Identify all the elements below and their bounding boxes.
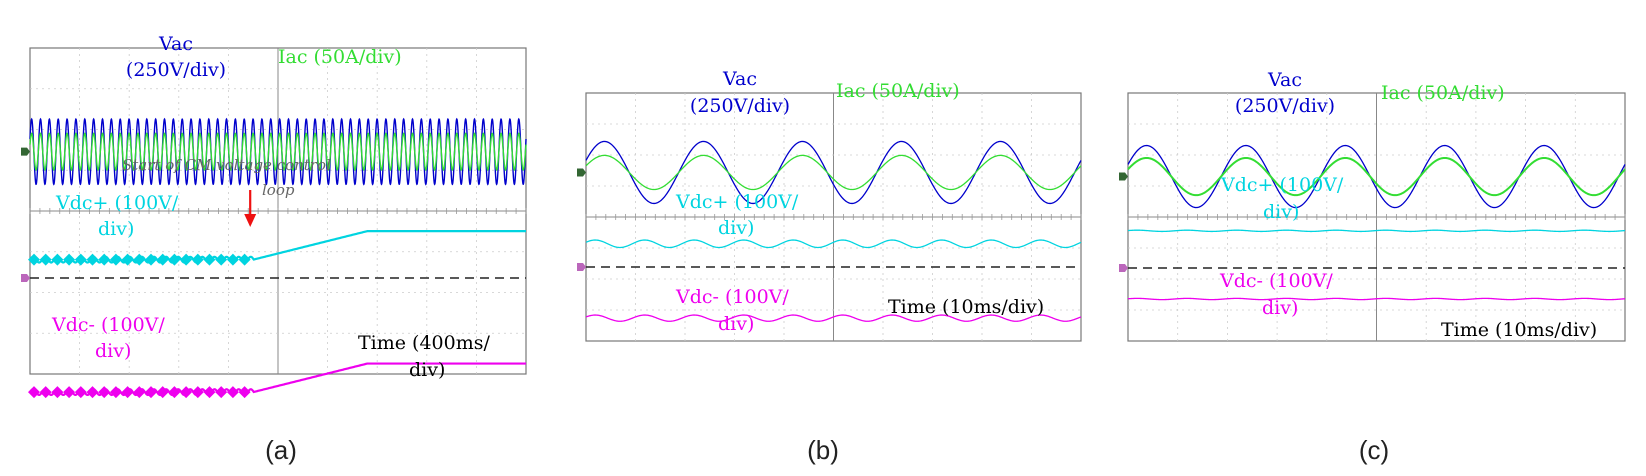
annotation-text-line2: loop bbox=[262, 181, 295, 199]
scope-panel-2: Vac (250V/div) Iac (50A/div) Vdc+ (100V/div… bbox=[577, 68, 1082, 342]
waveform-iac bbox=[585, 154, 1082, 191]
waveform-vdc-minusplus bbox=[1127, 229, 1626, 233]
channel-label: Vdc+ (100V/ bbox=[55, 192, 179, 214]
panel-caption: (c) bbox=[1359, 435, 1389, 465]
waveform-bead bbox=[203, 253, 216, 266]
waveform-bead bbox=[109, 253, 122, 266]
channel-label: Vdc+ (100V/ bbox=[675, 191, 799, 213]
waveform-bead bbox=[51, 386, 64, 399]
channel-marker bbox=[577, 263, 586, 271]
waveform-bead bbox=[86, 386, 99, 399]
channel-label-line2: (250V/div) bbox=[690, 95, 790, 117]
waveform-bead bbox=[63, 253, 76, 266]
waveform-bead bbox=[39, 253, 52, 266]
channel-label: Vdc+ (100V/ bbox=[1220, 174, 1344, 196]
panel-caption: (a) bbox=[265, 435, 297, 465]
waveform-bead bbox=[109, 386, 122, 399]
channel-label: Vac bbox=[722, 68, 757, 90]
channel-label-line2: div) bbox=[718, 217, 754, 239]
waveform-bead bbox=[121, 386, 134, 399]
channel-label-line2: div) bbox=[1262, 297, 1298, 319]
waveform-iac bbox=[1127, 156, 1626, 197]
waveform-bead bbox=[156, 253, 169, 266]
scope-panel-3: Vac (250V/div) Iac (50A/div) Vdc+ (100V/div… bbox=[1119, 69, 1626, 342]
waveform-bead bbox=[74, 386, 87, 399]
waveform-bead bbox=[215, 386, 228, 399]
time-label: Time (10ms/div) bbox=[888, 296, 1044, 318]
time-label-line2: div) bbox=[409, 359, 445, 381]
channel-label-line2: div) bbox=[1263, 201, 1299, 223]
waveform-bead bbox=[191, 386, 204, 399]
waveform-bead bbox=[238, 386, 251, 399]
channel-marker bbox=[1119, 172, 1128, 181]
waveform-bead bbox=[121, 253, 134, 266]
waveform-vdc-minusplus bbox=[585, 239, 1082, 249]
channel-label-line2: div) bbox=[95, 340, 131, 362]
waveform-bead bbox=[168, 253, 181, 266]
channel-label: Iac (50A/div) bbox=[1381, 82, 1505, 104]
waveform-bead bbox=[145, 386, 157, 399]
channel-label-line2: div) bbox=[718, 313, 754, 335]
waveform-vac bbox=[585, 140, 1082, 205]
channel-label: Vac bbox=[158, 33, 193, 55]
waveform-bead bbox=[86, 253, 99, 266]
waveform-bead bbox=[28, 253, 40, 266]
annotation-text: Start of CM voltage control bbox=[122, 156, 331, 174]
channel-label: Vdc- (100V/ bbox=[51, 314, 165, 336]
waveform-iac bbox=[29, 132, 527, 171]
waveform-bead bbox=[98, 253, 111, 266]
waveform-bead bbox=[203, 386, 216, 399]
waveform-bead bbox=[238, 253, 251, 266]
waveform-bead bbox=[156, 386, 169, 399]
waveform-bead bbox=[180, 253, 193, 266]
channel-label: Vdc- (100V/ bbox=[675, 286, 789, 308]
scope-panel-1: Vac (250V/div) Iac (50A/div) Vdc+ (100V/div… bbox=[21, 33, 527, 399]
waveform-bead bbox=[51, 253, 64, 266]
channel-label: Vac bbox=[1267, 69, 1302, 91]
channel-label-line2: (250V/div) bbox=[1235, 95, 1335, 117]
waveform-vdc-minus bbox=[585, 314, 1082, 322]
waveform-bead bbox=[74, 253, 87, 266]
channel-marker bbox=[1119, 264, 1128, 272]
waveform-bead bbox=[191, 253, 204, 266]
channel-label: Iac (50A/div) bbox=[278, 46, 402, 68]
channel-marker bbox=[21, 274, 30, 282]
time-label: Time (400ms/ bbox=[358, 332, 490, 354]
channel-label-line2: (250V/div) bbox=[126, 59, 226, 81]
waveform-bead bbox=[145, 253, 157, 266]
waveform-bead bbox=[168, 386, 181, 399]
waveform-bead bbox=[180, 386, 193, 399]
annotation-arrow-icon bbox=[244, 214, 257, 227]
waveform-bead bbox=[63, 386, 76, 399]
waveform-vdc-minus bbox=[1127, 297, 1626, 301]
panel-caption: (b) bbox=[807, 435, 839, 465]
waveform-bead bbox=[98, 386, 111, 399]
channel-marker bbox=[21, 147, 30, 156]
waveform-bead bbox=[226, 386, 239, 399]
waveform-bead bbox=[28, 386, 40, 399]
channel-marker bbox=[577, 168, 586, 177]
waveform-bead bbox=[133, 386, 146, 399]
channel-label-line2: div) bbox=[98, 218, 134, 240]
waveform-vac bbox=[1127, 144, 1626, 209]
channel-label: Vdc- (100V/ bbox=[1219, 270, 1333, 292]
waveform-bead bbox=[39, 386, 52, 399]
channel-label: Iac (50A/div) bbox=[836, 80, 960, 102]
waveform-bead bbox=[133, 253, 146, 266]
time-label: Time (10ms/div) bbox=[1441, 319, 1597, 341]
waveform-bead bbox=[226, 253, 239, 266]
waveform-bead bbox=[215, 253, 228, 266]
